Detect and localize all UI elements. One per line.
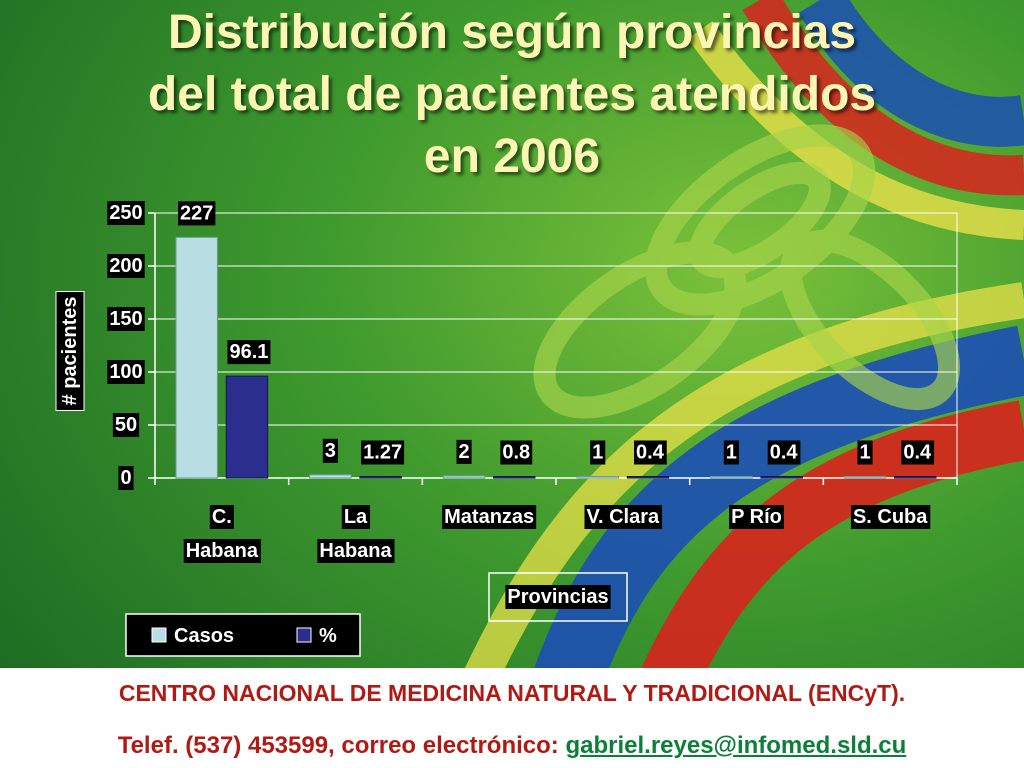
- bar-Casos-1: [309, 474, 352, 479]
- svg-text:C.: C.: [212, 506, 232, 528]
- x-tick-label-3-0: V. Clara: [584, 505, 663, 529]
- svg-text:Provincias: Provincias: [507, 586, 608, 608]
- data-label-casos-0: 227: [178, 201, 216, 226]
- title-line-3: en 2006: [423, 130, 601, 183]
- svg-text:# pacientes: # pacientes: [59, 297, 81, 406]
- bar-chart: 0 50 100 150 200 250 227 96.1 C. Habana 3 1.27 La Hab…: [55, 201, 958, 657]
- svg-text:1: 1: [859, 442, 870, 464]
- footer-phone: Telef. (537) 453599, correo electrónico:: [117, 732, 566, 759]
- bar-%-0: [225, 375, 269, 479]
- data-label-percent-1: 1.27: [361, 440, 405, 465]
- bar-Casos-2: [442, 475, 486, 479]
- data-label-casos-2: 2: [456, 439, 472, 464]
- footer-contact: Telef. (537) 453599, correo electrónico:…: [0, 732, 1024, 760]
- x-tick-label-0-1: Habana: [183, 539, 261, 563]
- svg-text:250: 250: [109, 202, 142, 224]
- bar-Casos-0: [175, 236, 218, 479]
- footer-institution: CENTRO NACIONAL DE MEDICINA NATURAL Y TR…: [118, 680, 906, 706]
- svg-text:96.1: 96.1: [229, 341, 268, 363]
- y-tick-label-0: 0: [118, 466, 134, 490]
- x-tick-label-1-1: Habana: [317, 539, 395, 563]
- x-tick-label-4-0: P Río: [729, 505, 784, 529]
- chart-bars: [175, 236, 937, 479]
- svg-text:200: 200: [109, 255, 142, 277]
- svg-text:1: 1: [726, 442, 737, 464]
- svg-text:100: 100: [109, 361, 142, 383]
- svg-text:1: 1: [592, 442, 603, 464]
- chart-grid: [155, 212, 957, 426]
- data-label-percent-4: 0.4: [767, 440, 801, 465]
- svg-text:227: 227: [180, 202, 213, 224]
- bar-%-1: [359, 476, 402, 479]
- data-label-casos-5: 1: [857, 440, 873, 465]
- bar-%-3: [626, 476, 670, 479]
- svg-text:0.8: 0.8: [502, 442, 530, 464]
- legend-swatch-1: [296, 627, 312, 643]
- svg-text:Habana: Habana: [186, 540, 259, 562]
- bar-Casos-3: [576, 476, 619, 479]
- chart-axes: [148, 212, 958, 485]
- bar-Casos-4: [710, 476, 753, 479]
- y-tick-label-3: 150: [107, 307, 145, 331]
- svg-text:V. Clara: V. Clara: [587, 506, 661, 528]
- x-tick-label-0-0: C.: [209, 505, 234, 529]
- bar-%-5: [894, 476, 937, 479]
- y-tick-label-2: 100: [107, 360, 145, 384]
- bar-%-4: [760, 476, 803, 479]
- x-tick-label-5-0: S. Cuba: [850, 505, 931, 529]
- data-label-casos-1: 3: [322, 438, 338, 463]
- svg-text:2: 2: [458, 441, 469, 463]
- svg-text:0: 0: [120, 467, 131, 489]
- email-link[interactable]: gabriel.reyes@infomed.sld.cu: [565, 732, 907, 759]
- svg-text:0.4: 0.4: [770, 442, 799, 464]
- legend-swatch-0: [151, 627, 167, 643]
- y-tick-label-5: 250: [107, 201, 145, 225]
- svg-text:La: La: [344, 506, 368, 528]
- svg-text:50: 50: [115, 414, 137, 436]
- chart-labels: 0 50 100 150 200 250 227 96.1 C. Habana 3 1.27 La Hab…: [55, 201, 935, 563]
- svg-text:P Río: P Río: [731, 506, 782, 528]
- svg-text:0.4: 0.4: [636, 442, 665, 464]
- svg-text:0.4: 0.4: [903, 442, 932, 464]
- svg-text:Habana: Habana: [319, 540, 392, 562]
- chart-boxes: Provincias Casos%: [125, 572, 628, 657]
- svg-text:1.27: 1.27: [363, 442, 402, 464]
- x-tick-label-1-0: La: [341, 505, 371, 529]
- data-label-casos-4: 1: [723, 440, 739, 465]
- y-tick-label-4: 200: [107, 254, 145, 278]
- x-axis-title: Provincias: [488, 572, 628, 622]
- data-label-percent-0: 96.1: [227, 340, 271, 365]
- svg-text:S. Cuba: S. Cuba: [853, 506, 928, 528]
- bar-Casos-5: [843, 476, 887, 479]
- slide-title: Distribución según provincias del total …: [40, 2, 984, 188]
- y-axis-title: # pacientes: [55, 291, 85, 411]
- title-line-2: del total de pacientes atendidos: [147, 68, 877, 121]
- footer: CENTRO NACIONAL DE MEDICINA NATURAL Y TR…: [0, 668, 1024, 768]
- svg-text:150: 150: [109, 308, 142, 330]
- data-label-percent-5: 0.4: [901, 440, 935, 465]
- data-label-casos-3: 1: [590, 440, 606, 465]
- x-tick-label-2-0: Matanzas: [442, 505, 537, 529]
- legend: Casos%: [125, 613, 361, 657]
- bar-%-2: [493, 476, 536, 479]
- title-line-1: Distribución según provincias: [167, 6, 857, 59]
- svg-text:3: 3: [325, 440, 336, 462]
- data-label-percent-2: 0.8: [500, 440, 533, 465]
- data-label-percent-3: 0.4: [634, 440, 667, 465]
- legend-label-1: %: [319, 625, 337, 647]
- legend-label-0: Casos: [174, 625, 234, 647]
- svg-text:Matanzas: Matanzas: [444, 506, 534, 528]
- y-tick-label-1: 50: [112, 413, 140, 437]
